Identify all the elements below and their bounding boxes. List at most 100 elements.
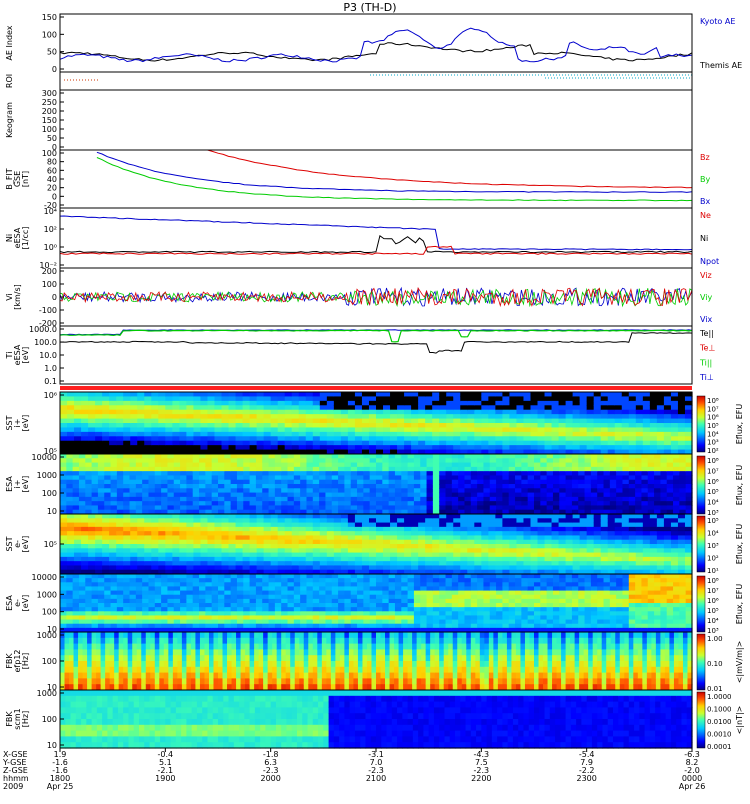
tick-label: 10⁶ [44,391,57,400]
legend-bfield: Bz [700,153,710,162]
npot-line [60,216,692,250]
legend-bfield: By [700,175,710,184]
frame-keogram [60,90,692,150]
legend-velocity: Viy [700,293,713,302]
colorbar-tick: 10⁴ [707,430,719,438]
tick-label: 100 [42,489,57,498]
colorbar-tick: 1.00 [707,635,723,643]
colorbar-caption: <|mV/m|> [735,641,744,684]
tick-label: 150 [42,13,57,22]
tick-label: 100 [42,608,57,617]
legend-velocity: Vix [700,315,713,324]
x-tick-label: 2000 [260,774,280,783]
ylabel-esa_i: [eV] [21,476,30,493]
colorbar-tick: 10³ [707,439,719,447]
tick-label: 0 [52,293,57,302]
tick-label: 10² [44,225,57,234]
colorbar-tick: 10³ [707,627,719,635]
tick-label: 10000 [32,573,57,582]
ni-line [60,236,692,253]
sst-ion-spectrogram [60,392,693,455]
ylabel-temp: [eV] [21,347,30,364]
tick-label: 200 [42,107,57,116]
legend-temp: Te|| [699,329,714,338]
colorbar-tick: 10⁸ [707,457,719,465]
ylabel-density: [1/cc] [21,227,30,250]
tick-label: 100 [42,149,57,158]
tick-label: 10⁰ [44,243,57,252]
ylabel-roi: ROI [5,74,14,88]
esa-ion-spectrogram [60,454,693,515]
ylabel-fbk_b: [Hz] [21,711,30,727]
legend-density: Npot [700,257,719,266]
legend-ae: Kyoto AE [700,17,735,26]
legend-bfield: Bx [700,197,710,206]
colorbar-tick: 10⁴ [707,499,719,507]
ylabel-fbk_e: [Hz] [21,653,30,669]
colorbar-tick: 1.0000 [707,693,732,701]
tick-label: 1000 [37,471,57,480]
tick-label: 250 [42,98,57,107]
tick-label: 1000 [37,590,57,599]
colorbar-tick: 10⁴ [707,530,719,538]
colorbar-tick: 0.10 [707,660,723,668]
colorbar-tick: 10² [707,447,719,455]
colorbar-tick: 10⁵ [707,607,719,615]
tick-label: 10⁵ [44,540,57,549]
tick-label: 1000 [37,689,57,698]
colorbar-tick: 0.0010 [707,731,732,739]
colorbar-caption: Eflux, EFU [735,584,744,625]
colorbar-tick: 10¹ [707,567,719,575]
tick-label: 10000 [32,453,57,462]
ylabel-esa_e: [eV] [21,595,30,612]
legend-density: Ne [700,211,711,220]
ylabel-velocity: [km/s] [13,284,22,310]
colorbar-tick: 10⁵ [707,488,719,496]
frame-ae [60,14,692,72]
fbk-bfield-spectrogram [60,690,693,749]
legend-temp: Ti|| [699,358,712,367]
tick-label: 100 [42,280,57,289]
colorbar-tick: 10² [707,555,719,563]
colorbar-tick: 0.0001 [707,743,732,751]
legend-density: Ni [700,234,708,243]
colorbar-tick: 10⁷ [707,467,719,475]
ylabel-keogram: Keogram [5,102,14,138]
colorbar-tick: 0.1000 [707,706,732,714]
tick-label: 50 [47,134,57,143]
tick-label: 10 [47,507,57,516]
tick-label: 200 [42,267,57,276]
colorbar-tick: 10⁴ [707,617,719,625]
ylabel-bfield: [nT] [21,171,30,187]
tick-label: 1000 [37,631,57,640]
ylabel-ae: AE Index [5,25,14,60]
plot-title: P3 (TH-D) [343,1,396,14]
colorbar-tick: 10⁶ [707,478,719,486]
tick-label: 60 [47,166,57,175]
tick-label: -100 [39,306,57,315]
ti-par-line [60,330,692,342]
x-tick-label: 1900 [155,774,175,783]
tick-label: 40 [47,175,57,184]
tick-label: 10⁴ [44,207,57,216]
frame-temp [60,326,692,384]
ylabel-sst_e: [eV] [21,536,30,553]
tick-label: 300 [42,89,57,98]
colorbar-tick: 10⁶ [707,414,719,422]
colorbar-fbk_e: 1.000.100.01<|mV/m|> [697,634,744,693]
fbk-efield-spectrogram [60,632,693,691]
